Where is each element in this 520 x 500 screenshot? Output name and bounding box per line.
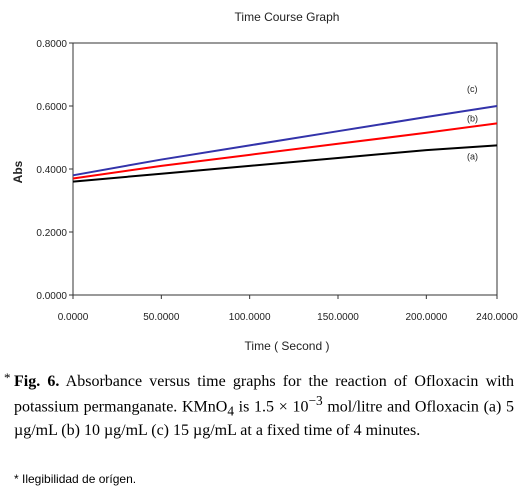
caption-subscript: 4	[227, 403, 234, 419]
x-axis: 0.0000 50.0000 100.0000 150.0000 200.0000 240…	[58, 295, 518, 323]
time-course-chart: Time Course Graph 0.0000 0.2000 0.4000 0.60…	[11, 10, 518, 353]
footnote: * Ilegibilidad de orígen.	[14, 472, 137, 486]
series-label-1: (b)	[467, 113, 478, 123]
series-line-0	[72, 144, 498, 183]
caption-text-2: is 1.5 × 10	[234, 398, 309, 416]
data-series	[72, 105, 498, 183]
y-tick-label: 0.2000	[36, 228, 67, 239]
x-tick-label: 200.0000	[405, 312, 447, 323]
y-tick-label: 0.0000	[36, 291, 67, 302]
caption-asterisk: *	[4, 370, 11, 385]
caption-text-1: Absorbance versus time graphs for the re…	[14, 373, 515, 416]
series-line-1	[72, 122, 498, 180]
x-tick-label: 50.0000	[143, 312, 180, 323]
caption-superscript: −3	[308, 393, 323, 408]
y-tick-label: 0.6000	[36, 102, 67, 113]
x-axis-label: Time ( Second )	[245, 339, 330, 353]
y-tick-label: 0.8000	[36, 39, 67, 50]
x-tick-label: 240.0000	[476, 312, 518, 323]
series-label-2: (c)	[467, 84, 478, 94]
series-label-0: (a)	[467, 151, 478, 161]
figure-label: Fig. 6.	[14, 373, 60, 390]
figure-caption: * Fig. 6. Absorbance versus time graphs …	[4, 370, 515, 440]
y-tick-label: 0.4000	[36, 165, 67, 176]
series-labels: (a) (b) (c)	[467, 84, 478, 161]
y-axis: 0.0000 0.2000 0.4000 0.6000 0.8000	[36, 39, 73, 302]
caption-text-3: mol/litre and Ofloxacin (a) 5 µg/mL (b) …	[14, 398, 515, 439]
y-axis-label: Abs	[11, 160, 25, 183]
x-tick-label: 150.0000	[317, 312, 359, 323]
chart-title: Time Course Graph	[235, 10, 340, 24]
series-line-2	[72, 105, 498, 177]
x-tick-label: 0.0000	[58, 312, 89, 323]
x-tick-label: 100.0000	[229, 312, 271, 323]
